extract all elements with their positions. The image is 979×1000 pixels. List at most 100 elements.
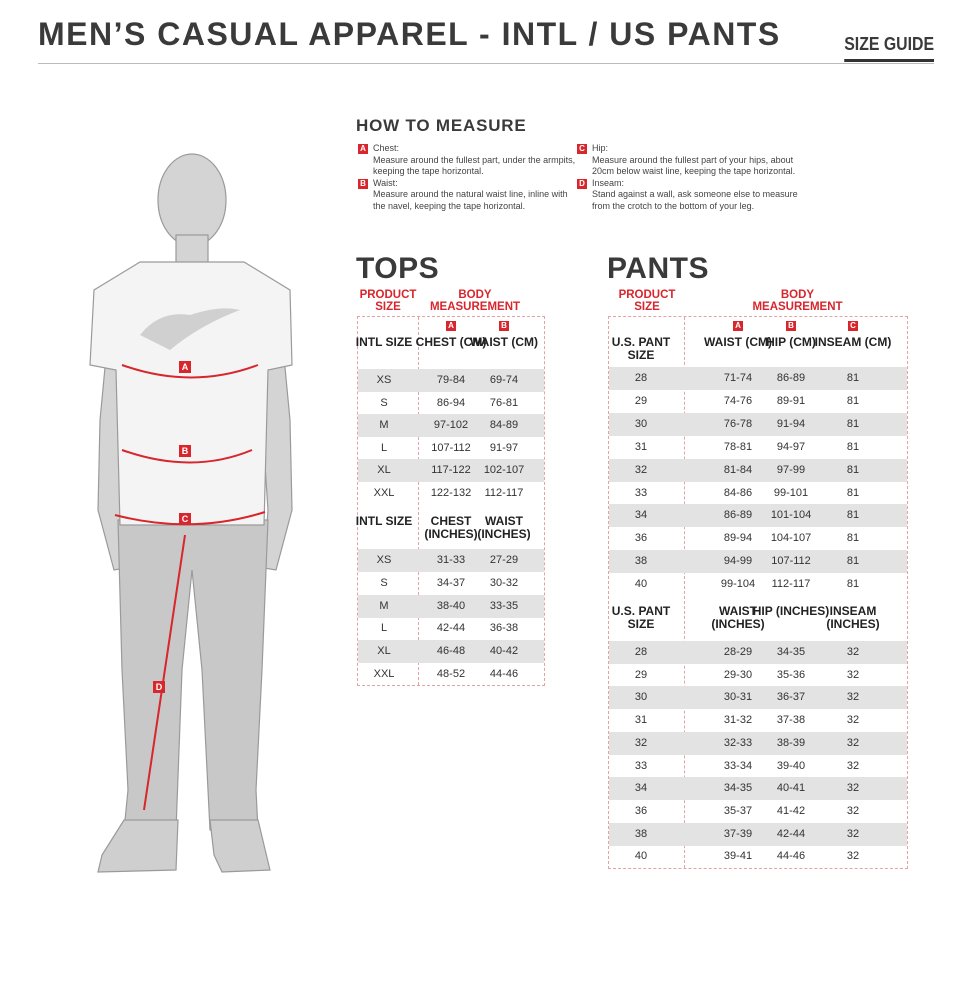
measure-inseam: D Inseam: Stand against a wall, ask someon… [575,178,800,213]
table-row: 31 78-81 94-97 81 [609,436,907,459]
cell: 91-97 [489,441,519,454]
column-header: WAIST (INCHES) [477,514,531,541]
pants-body-measurement: BODY MEASUREMENT [752,289,843,313]
cell: 32 [634,463,648,476]
cell: 38-40 [436,599,466,612]
pants-in-header: U.S. PANT SIZE WAIST (INCHES) HIP (INCHES)… [609,597,907,641]
column-header: INSEAM (CM) [814,335,892,349]
table-row: 33 33-34 39-40 32 [609,755,907,778]
badge: A [446,321,456,331]
cell: 33-35 [489,599,519,612]
measure-col-2: C Hip: Measure around the fullest part of … [575,143,800,212]
cell: XL [377,645,391,658]
cell: 42-44 [436,622,466,635]
badge: B [499,321,509,331]
cell: 86-89 [723,509,753,522]
cell: 81 [846,578,860,591]
cell: 34 [634,509,648,522]
measure-waist: B Waist: Measure around the natural waist … [356,178,581,213]
cell: 97-102 [433,419,469,432]
cell: M [379,599,389,612]
table-row: XXL 48-52 44-46 [358,663,544,686]
cell: 81 [846,394,860,407]
cell: 32 [846,804,860,817]
cell: 76-81 [489,396,519,409]
cell: 30 [634,691,648,704]
cell: 46-48 [436,645,466,658]
cell: XS [376,554,392,566]
cell: 81 [846,440,860,453]
cell: 36 [634,532,648,545]
table-row: 32 32-33 38-39 32 [609,731,907,755]
tops-body-measurement: BODY MEASUREMENT [429,289,521,313]
size-guide-label: SIZE GUIDE [844,34,934,62]
table-row: 38 37-39 42-44 32 [609,822,907,846]
cell: 29-30 [723,668,753,681]
tops-cm-header: INTL SIZE A CHEST (CM) B WAIST (CM) [356,317,544,369]
cell: 29 [634,394,648,407]
cell: 40 [634,850,648,863]
badge: C [848,321,858,331]
cell: 37-39 [723,827,753,840]
badge: B [786,321,796,331]
cell: 35-36 [776,668,806,681]
cell: XL [377,464,391,477]
cell: 89-94 [723,532,753,545]
cell: 78-81 [723,440,753,453]
tops-title: TOPS [356,252,440,285]
table-row: 28 71-74 86-89 81 [609,367,907,390]
tops-in-header: INTL SIZE CHEST (INCHES) WAIST (INCHES) [356,507,544,549]
measure-hip: C Hip: Measure around the fullest part of … [575,143,800,178]
logo-graphic [140,308,240,350]
cell: 74-76 [723,394,753,407]
table-row: XL 46-48 40-42 [358,640,544,664]
cell: 36-38 [489,622,519,635]
cell: 71-74 [723,372,753,384]
cell: 32 [846,736,860,749]
cell: 34 [634,782,648,795]
cell: 36-37 [776,691,806,704]
cell: 40 [634,578,648,591]
marker-d: D [156,682,163,692]
tops-product-size: PRODUCT SIZE [359,289,417,313]
left-shoe [97,819,179,873]
table-row: 30 30-31 36-37 32 [609,686,907,710]
cell: 41-42 [776,804,806,817]
table-row: L 107-112 91-97 [358,437,544,460]
cell: S [380,396,388,409]
badge-a: A [358,144,368,154]
cell: 107-112 [771,555,811,568]
table-row: 28 28-29 34-35 32 [609,641,907,664]
cell: 39-41 [723,850,753,863]
column-header: WAIST (INCHES) [711,604,765,631]
cell: 42-44 [776,827,806,840]
table-row: 36 89-94 104-107 81 [609,527,907,550]
cell: 31-32 [723,714,753,727]
column-header: HIP (INCHES) [752,604,830,618]
cell: 86-89 [776,372,806,384]
cell: 99-104 [720,578,756,591]
cell: 36 [634,804,648,817]
cell: 104-107 [770,532,812,545]
cell: 32 [846,850,860,863]
cell: 79-84 [436,374,466,386]
column-header: INTL SIZE [355,335,413,349]
table-row: XS 31-33 27-29 [358,549,544,572]
cell: 86-94 [436,396,466,409]
table-row: 33 84-86 99-101 81 [609,482,907,505]
badge: A [733,321,743,331]
cell: 97-99 [776,463,806,476]
cell: 32 [846,759,860,772]
cell: 28 [634,372,648,384]
marker-b: B [182,446,189,456]
cell: 28 [634,646,648,658]
cell: 81 [846,532,860,545]
divider [38,63,934,64]
table-row: 36 35-37 41-42 32 [609,800,907,823]
marker-c: C [182,514,189,524]
table-row: 29 29-30 35-36 32 [609,664,907,687]
cell: 37-38 [776,714,806,727]
cell: 117-122 [431,464,471,477]
cell: 107-112 [431,441,471,454]
cell: 39-40 [776,759,806,772]
